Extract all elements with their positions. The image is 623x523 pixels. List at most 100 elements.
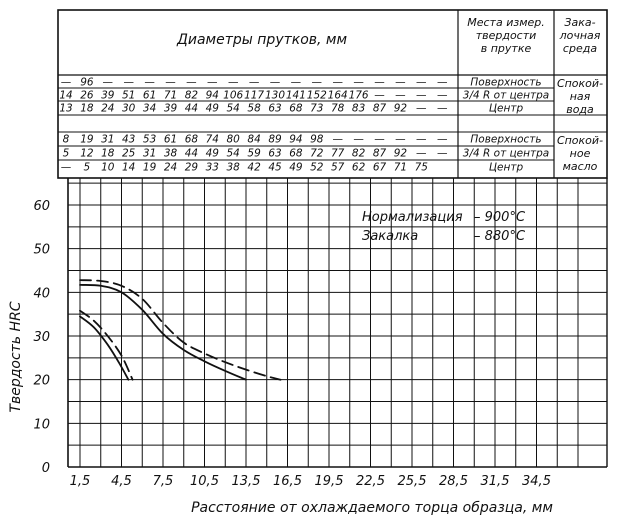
y-tick-label: 60	[33, 199, 50, 214]
x-tick-label: 31,5	[481, 474, 510, 489]
table-cell: 94	[206, 90, 219, 102]
table-cell: 12	[80, 148, 94, 160]
table-cell: —	[416, 103, 427, 115]
hardness-curve-2	[79, 284, 247, 381]
x-tick-label: 16,5	[273, 474, 302, 489]
table-header-location-line: Места измер.	[467, 16, 545, 29]
table-cell: 80	[227, 134, 241, 146]
table-cell: —	[291, 77, 302, 89]
table-cell: 87	[373, 103, 387, 115]
table-cell: 19	[143, 162, 157, 174]
table-cell: —	[353, 77, 364, 89]
table-cell: 63	[268, 103, 281, 115]
table-cell: 68	[289, 148, 303, 160]
table-cell: —	[144, 77, 155, 89]
table-cell: 49	[289, 162, 303, 174]
x-tick-label: 28,5	[439, 474, 468, 489]
table-cell: —	[207, 77, 218, 89]
note-quench-value: – 880°С	[474, 229, 526, 244]
table-medium-label: ная	[570, 90, 591, 103]
table-location-label: 3/4 R от центра	[463, 90, 549, 102]
table-cell: 31	[143, 148, 156, 160]
table-header-location-line: в прутке	[481, 42, 532, 55]
table-location-label: 3/4 R от центра	[463, 148, 549, 160]
table-cell: —	[353, 134, 364, 146]
table-cell: —	[416, 77, 427, 89]
table-cell: 59	[247, 148, 261, 160]
hardness-curve-1	[79, 279, 282, 381]
table-cell: 18	[80, 103, 94, 115]
table-medium-label: вода	[566, 103, 594, 116]
table-cell: 45	[268, 162, 282, 174]
table-header-medium-line: среда	[563, 42, 597, 55]
table-header-location-line: твердости	[476, 29, 537, 42]
table-cell: 72	[310, 148, 324, 160]
table-cell: —	[437, 77, 448, 89]
table-cell: —	[437, 134, 448, 146]
table-cell: 43	[122, 134, 135, 146]
table-cell: 92	[394, 103, 408, 115]
table-medium-label: масло	[563, 160, 598, 173]
table-cell: 30	[122, 103, 136, 115]
table-cell: 98	[310, 134, 324, 146]
table-cell: —	[228, 77, 239, 89]
table-cell: —	[249, 77, 260, 89]
table-cell: 49	[206, 103, 220, 115]
table-cell: 39	[164, 103, 178, 115]
y-tick-label: 30	[33, 330, 50, 345]
table-cell: —	[332, 77, 343, 89]
table-cell: —	[395, 134, 406, 146]
y-tick-label: 0	[42, 461, 50, 476]
table-cell: 54	[227, 148, 240, 160]
x-tick-label: 13,5	[232, 474, 261, 489]
table-cell: 31	[101, 134, 114, 146]
table-cell: —	[123, 77, 134, 89]
table-cell: —	[395, 90, 406, 102]
x-tick-label: 25,5	[398, 474, 427, 489]
table-cell: —	[374, 134, 385, 146]
table-cell: 89	[268, 134, 282, 146]
table-cell: 38	[227, 162, 241, 174]
diameter-table	[57, 9, 608, 179]
table-cell: 71	[164, 90, 177, 102]
table-cell: —	[374, 90, 385, 102]
table-cell: 96	[80, 77, 94, 89]
table-cell: 74	[206, 134, 219, 146]
table-header-medium-line: Зака-	[564, 16, 595, 29]
y-tick-labels: 0 10 20 30 40 50 60	[33, 199, 50, 476]
table-cell: 67	[373, 162, 387, 174]
x-tick-label: 19,5	[315, 474, 344, 489]
table-cell: 38	[164, 148, 178, 160]
table-cell: 78	[331, 103, 345, 115]
table-cell: 58	[247, 103, 261, 115]
table-cell: 5	[63, 148, 70, 160]
table-cell: 83	[352, 103, 365, 115]
hardness-curve-3	[79, 309, 134, 381]
y-axis-label: Твердость HRC	[8, 301, 24, 412]
x-axis-label: Расстояние от охлаждаемого торца образца…	[191, 500, 553, 516]
hardness-curves	[79, 279, 282, 381]
table-cell: 13	[59, 103, 72, 115]
table-cell: 18	[101, 148, 115, 160]
table-cell: —	[416, 134, 427, 146]
table-cell: 117	[244, 90, 264, 102]
table-cell: 29	[185, 162, 199, 174]
y-tick-label: 40	[33, 286, 50, 301]
table-header-diameters: Диаметры прутков, мм	[176, 32, 348, 48]
x-tick-label: 1,5	[70, 474, 91, 489]
table-cell: 14	[122, 162, 135, 174]
x-tick-label: 4,5	[111, 474, 132, 489]
x-tick-labels: 1,5 4,5 7,5 10,5 13,5 16,5 19,5 22,5 25,5 28,5 31,…	[70, 474, 551, 489]
table-cell: 106	[223, 90, 243, 102]
table-medium-label: Спокой-	[557, 77, 603, 90]
table-cell: 82	[352, 148, 366, 160]
table-cell: 51	[122, 90, 135, 102]
table-cell: —	[374, 77, 385, 89]
table-cell: 62	[352, 162, 366, 174]
table-medium-label: ное	[570, 147, 591, 160]
table-cell: 75	[415, 162, 429, 174]
table-cell: 10	[101, 162, 115, 174]
table-cell: 73	[310, 103, 323, 115]
table-cell: —	[395, 77, 406, 89]
